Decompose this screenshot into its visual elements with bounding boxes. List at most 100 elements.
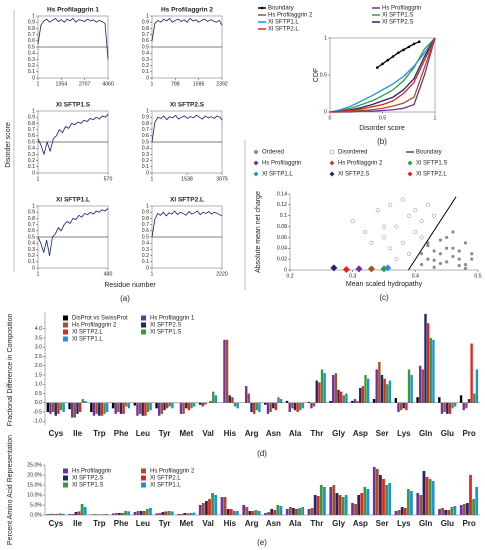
bar xyxy=(248,511,252,515)
bar xyxy=(158,513,162,515)
y-tick-label: 0.9 xyxy=(142,210,149,216)
y-tick-label: 0.8 xyxy=(142,26,149,32)
bar xyxy=(183,513,187,515)
x-tick-label: Asp xyxy=(353,519,368,528)
point xyxy=(445,260,449,264)
y-tick-label: 0.2 xyxy=(28,63,35,69)
bar xyxy=(291,402,294,409)
cdf-marker xyxy=(386,58,390,62)
bar xyxy=(337,389,340,403)
point xyxy=(375,208,380,213)
bar xyxy=(180,514,183,515)
bar xyxy=(407,369,411,403)
bar xyxy=(285,509,289,515)
legend-label: Xl SFTP2.L xyxy=(416,172,447,178)
point xyxy=(445,235,449,240)
bar xyxy=(338,495,342,515)
point xyxy=(451,246,455,250)
bar xyxy=(212,391,215,403)
bar xyxy=(410,491,413,515)
bar xyxy=(158,402,161,416)
cdf-line xyxy=(329,37,436,113)
point xyxy=(413,208,418,213)
point xyxy=(438,252,442,256)
bar xyxy=(450,507,454,515)
bar xyxy=(443,402,446,413)
y-tick-label: 0.04 xyxy=(277,246,287,252)
bar xyxy=(403,508,407,515)
bar xyxy=(298,508,301,515)
bar xyxy=(121,513,124,515)
bar xyxy=(276,505,280,515)
legend-label: Boundary xyxy=(416,150,442,156)
legend-swatch xyxy=(141,468,146,474)
point xyxy=(330,264,338,272)
x-tick-label: Asp xyxy=(353,429,368,438)
point xyxy=(432,258,436,262)
y-label: Percent Amino Acid Representation xyxy=(7,435,14,545)
y-tick-label: 0.4 xyxy=(28,51,35,57)
y-tick-label: 2.0 xyxy=(35,363,42,369)
x-tick-label: 4060 xyxy=(102,81,114,87)
x-tick-label: Tyr xyxy=(159,519,171,528)
panel-title: Hs Profilaggrin 1 xyxy=(47,7,99,14)
bar xyxy=(293,402,297,411)
x-tick-label: Lys xyxy=(397,519,411,528)
y-tick-label: 0.4 xyxy=(142,241,149,247)
bar xyxy=(388,483,392,515)
legend-swatch xyxy=(63,329,68,335)
bar xyxy=(475,369,479,403)
bar xyxy=(127,511,131,515)
bar xyxy=(250,402,253,413)
bar xyxy=(397,510,401,515)
cdf-marker xyxy=(402,48,405,52)
x-label: Mean scaled hydropathy xyxy=(346,281,423,288)
bar xyxy=(424,313,427,403)
x-tick-label: 1354 xyxy=(56,81,68,87)
bar xyxy=(273,510,277,515)
bar xyxy=(190,402,193,409)
legend-label: Hs Profilaggrin 2 xyxy=(268,13,313,19)
point xyxy=(425,202,430,207)
legend-label: Ordered xyxy=(262,150,284,156)
legend-label: Hs Profilaggrin 2 xyxy=(338,161,383,167)
x-label: Residue number xyxy=(104,282,156,289)
x-tick-label: Glu xyxy=(441,429,454,438)
x-tick-label: Ser xyxy=(376,429,389,438)
y-label: Disorder score xyxy=(5,122,12,168)
bar xyxy=(406,489,410,515)
y-tick-label: 1 xyxy=(324,35,327,41)
y-tick-label: 1 xyxy=(146,13,149,19)
bar xyxy=(93,514,96,515)
bar xyxy=(117,402,120,413)
y-tick-label: 0.5 xyxy=(142,44,149,50)
bar xyxy=(345,393,348,403)
bar xyxy=(394,511,398,515)
bar xyxy=(467,399,471,403)
disorder-line xyxy=(37,18,109,60)
x-tick-label: Leu xyxy=(136,429,150,438)
bar xyxy=(55,514,59,515)
bar xyxy=(46,514,50,515)
bar xyxy=(366,378,370,403)
bar xyxy=(372,467,376,515)
bar xyxy=(335,493,339,515)
y-tick-label: 0 xyxy=(146,265,149,271)
y-tick-label: 0.5 xyxy=(142,139,149,145)
bar xyxy=(80,504,84,515)
cdf-line xyxy=(329,37,436,113)
y-tick-label: 1.0 xyxy=(35,382,42,388)
x-tick-label: Thr xyxy=(310,519,323,528)
y-tick-label: 0.1 xyxy=(28,69,35,75)
y-tick-label: 0.1 xyxy=(142,69,149,75)
bar xyxy=(310,402,313,409)
panel-title: Xl SFTP1.L xyxy=(56,197,90,204)
bar xyxy=(170,511,174,515)
y-tick-label: 5.0% xyxy=(30,502,42,508)
bar xyxy=(353,399,357,403)
bar xyxy=(257,511,261,515)
legend-swatch xyxy=(63,336,68,342)
bar xyxy=(323,487,326,515)
bar xyxy=(211,493,214,515)
bar xyxy=(138,402,142,414)
